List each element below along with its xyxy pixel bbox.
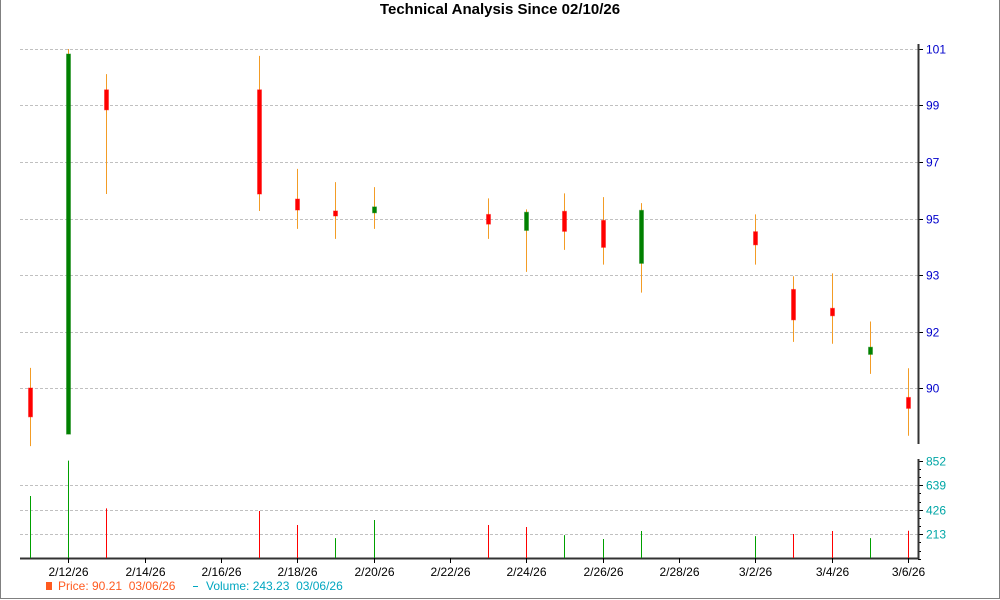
candle-body (104, 89, 109, 111)
x-tick-label: 3/2/26 (739, 565, 773, 579)
candle-body (639, 209, 644, 264)
candle-body (753, 231, 758, 246)
candle-body (333, 210, 338, 217)
candle-body (486, 213, 491, 225)
chart-title: Technical Analysis Since 02/10/26 (379, 1, 621, 18)
x-tick-label: 2/12/26 (48, 565, 88, 579)
x-tick-label: 2/22/26 (430, 565, 470, 579)
volume-legend-label: Volume: 243.23 03/06/26 (206, 579, 343, 593)
x-tick-label: 3/6/26 (892, 565, 926, 579)
candle-body (66, 53, 71, 435)
x-tick-label: 2/28/26 (659, 565, 699, 579)
x-tick-label: 2/16/26 (201, 565, 241, 579)
price-tick-label: 93 (926, 269, 940, 283)
price-tick-label: 99 (926, 99, 940, 113)
legend-price: Price: 90.21 03/06/26 (46, 579, 175, 593)
price-tick-label: 95 (926, 213, 940, 227)
volume-tick-label: 213 (926, 528, 946, 542)
price-legend-icon (46, 582, 52, 590)
candle-body (830, 307, 835, 317)
candle-body (906, 396, 911, 409)
x-tick-label: 2/18/26 (277, 565, 317, 579)
x-tick-label: 3/4/26 (816, 565, 850, 579)
candle-body (372, 206, 377, 214)
price-tick-label: 92 (926, 326, 940, 340)
candle-body (791, 288, 796, 321)
x-tick-label: 2/26/26 (583, 565, 623, 579)
candle-body (295, 198, 300, 211)
x-tick-label: 2/14/26 (125, 565, 165, 579)
legend-volume: Volume: 243.23 03/06/26 (193, 579, 343, 593)
price-tick-label: 101 (926, 43, 946, 57)
price-legend-label: Price: 90.21 03/06/26 (58, 579, 176, 593)
volume-tick-label: 426 (926, 504, 946, 518)
candle-body (28, 387, 33, 418)
x-tick-label: 2/24/26 (506, 565, 546, 579)
candle-body (257, 89, 262, 195)
candle-body (868, 346, 873, 355)
candle-body (562, 210, 567, 232)
volume-legend-icon (193, 586, 198, 588)
x-tick-label: 2/20/26 (354, 565, 394, 579)
candle-body (601, 219, 606, 248)
candle-body (524, 211, 529, 231)
price-tick-label: 97 (926, 156, 940, 170)
volume-tick-label: 852 (926, 455, 946, 469)
price-tick-label: 90 (926, 382, 940, 396)
volume-tick-label: 639 (926, 479, 946, 493)
